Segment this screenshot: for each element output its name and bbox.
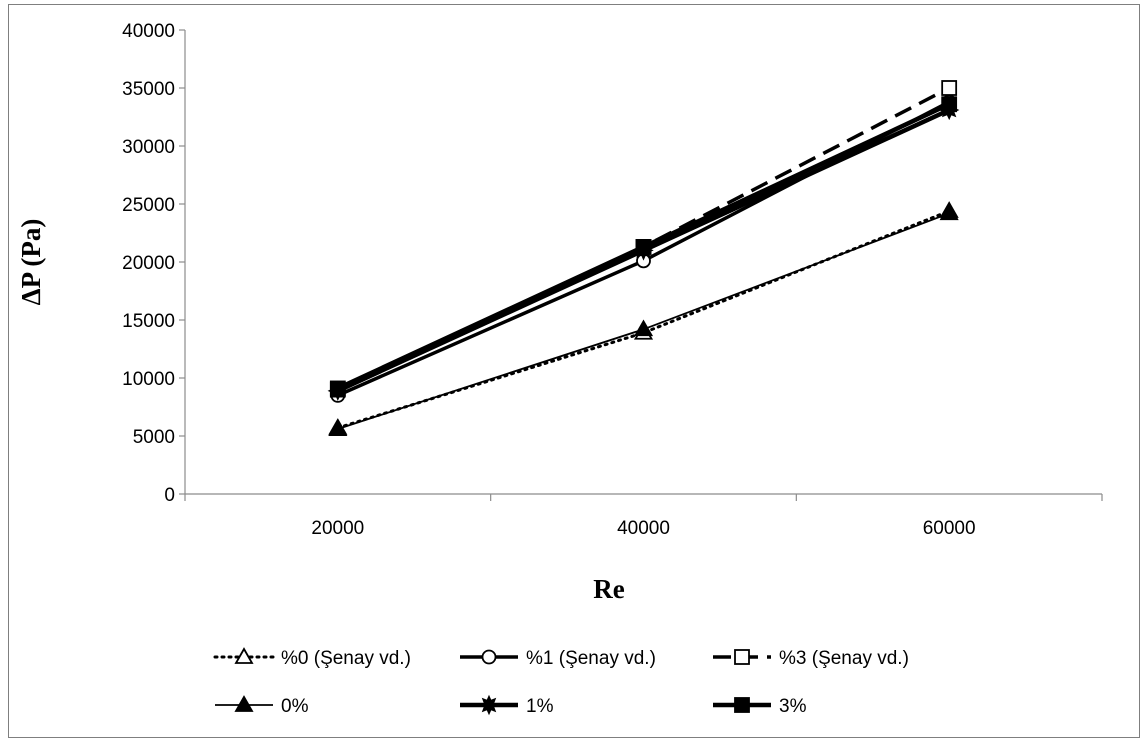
x-axis-ticks: 20000 40000 60000	[184, 494, 1103, 539]
legend-item-0: %0 (Şenay vd.)	[213, 647, 411, 669]
legend-swatch-marker	[734, 697, 750, 713]
x-tick-label: 20000	[311, 518, 364, 539]
legend-label: %0 (Şenay vd.)	[281, 648, 411, 669]
y-axis-ticks: 0 5000 10000 15000 20000 25000 30000 35000 40000	[122, 21, 185, 506]
chart-frame	[8, 4, 1140, 738]
data-point-3-1	[633, 319, 654, 337]
y-tick-label: 10000	[122, 369, 175, 390]
series-markers	[327, 80, 960, 436]
y-tick-label: 15000	[122, 311, 175, 332]
legend-label: 1%	[526, 696, 554, 717]
legend-label: %3 (Şenay vd.)	[779, 648, 909, 669]
y-tick-label: 35000	[122, 79, 175, 100]
legend: %0 (Şenay vd.) %1 (Şenay vd.) %3 (Şenay vd…	[213, 647, 909, 717]
legend-label: 3%	[779, 696, 807, 717]
legend-item-5: 3%	[713, 696, 807, 717]
legend-swatch-marker	[234, 695, 254, 712]
legend-swatch-marker	[478, 694, 500, 716]
data-point-2-2	[941, 80, 958, 96]
legend-item-3: 0%	[215, 695, 309, 717]
legend-item-2: %3 (Şenay vd.)	[713, 648, 909, 669]
legend-swatch-marker	[481, 649, 497, 665]
y-tick-label: 25000	[122, 195, 175, 216]
x-axis-title: Re	[593, 574, 624, 604]
data-point-5-1	[635, 239, 652, 255]
data-point-5-0	[329, 380, 346, 397]
y-tick-label: 20000	[122, 253, 175, 274]
data-point-3-0	[328, 419, 348, 436]
x-tick-label: 60000	[923, 518, 976, 539]
legend-swatch-marker	[734, 649, 750, 665]
legend-swatch-marker	[234, 647, 254, 664]
x-tick-label: 40000	[617, 518, 670, 539]
y-tick-label: 5000	[133, 427, 175, 448]
y-axis-title: ΔP (Pa)	[16, 219, 46, 306]
legend-item-1: %1 (Şenay vd.)	[460, 648, 656, 669]
legend-label: 0%	[281, 696, 309, 717]
legend-label: %1 (Şenay vd.)	[526, 648, 656, 669]
y-tick-label: 40000	[122, 21, 175, 42]
data-point-3-2	[939, 203, 959, 221]
data-point-5-2	[941, 96, 958, 113]
y-tick-label: 30000	[122, 137, 175, 158]
legend-item-4: 1%	[460, 694, 554, 717]
y-tick-label: 0	[164, 485, 175, 506]
